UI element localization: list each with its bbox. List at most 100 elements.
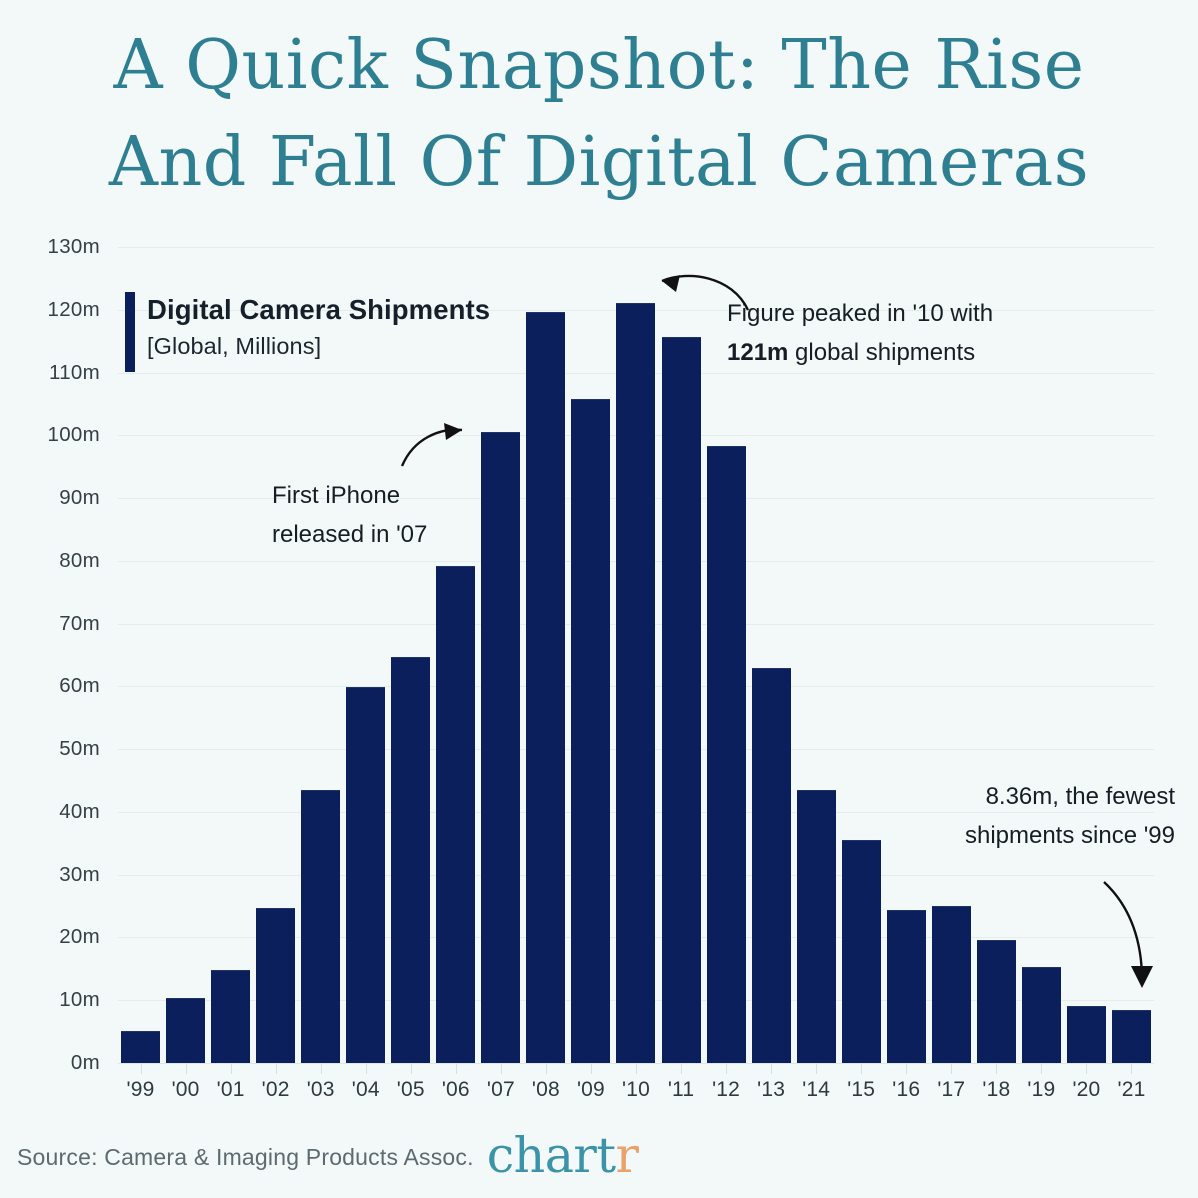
bar[interactable] xyxy=(166,997,206,1063)
x-axis-tick-label: '12 xyxy=(712,1078,741,1101)
bar[interactable] xyxy=(976,940,1016,1063)
bar[interactable] xyxy=(886,910,926,1063)
bar-slot[interactable] xyxy=(208,247,253,1074)
x-axis-tick-mark xyxy=(185,1063,187,1074)
x-axis-tick-mark xyxy=(1041,1063,1043,1074)
x-axis-tick-mark xyxy=(906,1063,908,1074)
legend: Digital Camera Shipments [Global, Millio… xyxy=(125,292,490,372)
x-axis-tick-label: '16 xyxy=(892,1078,921,1101)
bar[interactable] xyxy=(436,566,476,1063)
bar-slot[interactable] xyxy=(884,247,929,1074)
logo-main: chart xyxy=(486,1127,616,1184)
x-axis-tick-label: '02 xyxy=(261,1078,290,1101)
x-axis-tick-label: '04 xyxy=(351,1078,380,1101)
bar[interactable] xyxy=(526,311,566,1063)
bar-slot[interactable] xyxy=(523,247,568,1074)
annotation-peak-value: 121m xyxy=(727,338,789,366)
bar-slot[interactable] xyxy=(1109,247,1154,1074)
bar-slot[interactable] xyxy=(974,247,1019,1074)
y-axis-tick-label: 90m xyxy=(59,486,100,510)
x-axis-tick-label: '18 xyxy=(982,1078,1011,1101)
x-axis-tick-mark xyxy=(726,1063,728,1074)
bar-slot[interactable] xyxy=(343,247,388,1074)
x-axis-tick-mark xyxy=(1131,1063,1133,1074)
y-axis-tick-label: 10m xyxy=(59,988,100,1012)
x-axis-tick-mark xyxy=(320,1063,322,1074)
y-axis-tick-label: 100m xyxy=(47,423,100,447)
y-axis-tick-label: 120m xyxy=(47,297,100,321)
bar[interactable] xyxy=(211,969,251,1063)
bar[interactable] xyxy=(841,839,881,1063)
bar-slot[interactable] xyxy=(298,247,343,1074)
x-axis-tick-mark xyxy=(545,1063,547,1074)
bar-slot[interactable] xyxy=(704,247,749,1074)
x-axis-tick-label: '07 xyxy=(486,1078,515,1101)
x-axis-tick-label: '01 xyxy=(216,1078,245,1101)
title-line-1: A Quick Snapshot: The Rise xyxy=(113,26,1085,105)
title-line-2: And Fall Of Digital Cameras xyxy=(108,122,1090,202)
source-text: Source: Camera & Imaging Products Assoc. xyxy=(17,1144,474,1170)
bar-slot[interactable] xyxy=(929,247,974,1074)
bar-slot[interactable] xyxy=(749,247,794,1074)
bar[interactable] xyxy=(1111,1009,1151,1063)
x-axis-tick-label: '08 xyxy=(531,1078,560,1101)
bar-slot[interactable] xyxy=(163,247,208,1074)
x-axis-tick-mark xyxy=(410,1063,412,1074)
bar-slot[interactable] xyxy=(253,247,298,1074)
y-axis-tick-label: 70m xyxy=(59,611,100,635)
annotation-iphone-line-2: released in '07 xyxy=(272,520,428,548)
bar[interactable] xyxy=(706,446,746,1063)
x-axis-tick-label: '14 xyxy=(802,1078,831,1101)
y-axis-tick-label: 0m xyxy=(70,1051,100,1074)
bar-slot[interactable] xyxy=(613,247,658,1074)
bar-slot[interactable] xyxy=(1064,247,1109,1074)
x-axis-tick-label: '06 xyxy=(441,1078,470,1101)
x-axis-tick-mark xyxy=(590,1063,592,1074)
bar-slot[interactable] xyxy=(1019,247,1064,1074)
bar-slot[interactable] xyxy=(478,247,523,1074)
y-axis-tick-label: 110m xyxy=(49,360,100,384)
x-axis-tick-label: '19 xyxy=(1027,1078,1056,1101)
bar[interactable] xyxy=(256,908,296,1063)
bar-slot[interactable] xyxy=(388,247,433,1074)
x-axis-tick-mark xyxy=(140,1063,142,1074)
bar-slot[interactable] xyxy=(659,247,704,1074)
bar-slot[interactable] xyxy=(839,247,884,1074)
x-axis-tick-label: '10 xyxy=(622,1078,650,1101)
bar[interactable] xyxy=(571,399,611,1063)
bar[interactable] xyxy=(301,790,341,1063)
x-axis-tick-label: '15 xyxy=(847,1078,876,1101)
bar[interactable] xyxy=(931,905,971,1063)
y-axis-tick-label: 60m xyxy=(59,674,100,698)
bar[interactable] xyxy=(1066,1006,1106,1063)
y-axis-tick-label: 130m xyxy=(47,235,100,258)
bar[interactable] xyxy=(661,337,701,1063)
bar[interactable] xyxy=(751,667,791,1063)
annotation-low-line-2: shipments since '99 xyxy=(964,821,1175,849)
annotation-peak-line-1: Figure peaked in '10 with xyxy=(727,300,994,327)
x-axis-tick-mark xyxy=(365,1063,367,1074)
bar[interactable] xyxy=(481,432,521,1063)
x-axis-tick-label: '99 xyxy=(126,1078,155,1101)
annotation-iphone: First iPhone released in '07 xyxy=(272,477,427,555)
x-axis-tick-label: '13 xyxy=(757,1078,786,1101)
bar-slot[interactable] xyxy=(568,247,613,1074)
bar[interactable] xyxy=(616,302,656,1063)
annotation-peak: Figure peaked in '10 with 121m global sh… xyxy=(727,295,993,373)
y-axis-tick-label: 30m xyxy=(59,862,100,886)
bar[interactable] xyxy=(121,1030,161,1063)
bar-slot[interactable] xyxy=(433,247,478,1074)
bar[interactable] xyxy=(1021,966,1061,1063)
annotation-iphone-line-1: First iPhone xyxy=(272,482,401,509)
bar[interactable] xyxy=(391,656,431,1063)
x-axis-tick-mark xyxy=(230,1063,232,1074)
bar-slot[interactable] xyxy=(794,247,839,1074)
x-axis-tick-label: '03 xyxy=(306,1078,335,1101)
bar[interactable] xyxy=(346,687,386,1063)
annotation-low-line-1: 8.36m, the fewest xyxy=(985,783,1175,810)
bar-slot[interactable] xyxy=(118,247,163,1074)
legend-title: Digital Camera Shipments xyxy=(147,294,491,325)
x-axis-tick-mark xyxy=(500,1063,502,1074)
x-axis-tick-mark xyxy=(996,1063,998,1074)
bar[interactable] xyxy=(796,789,836,1063)
